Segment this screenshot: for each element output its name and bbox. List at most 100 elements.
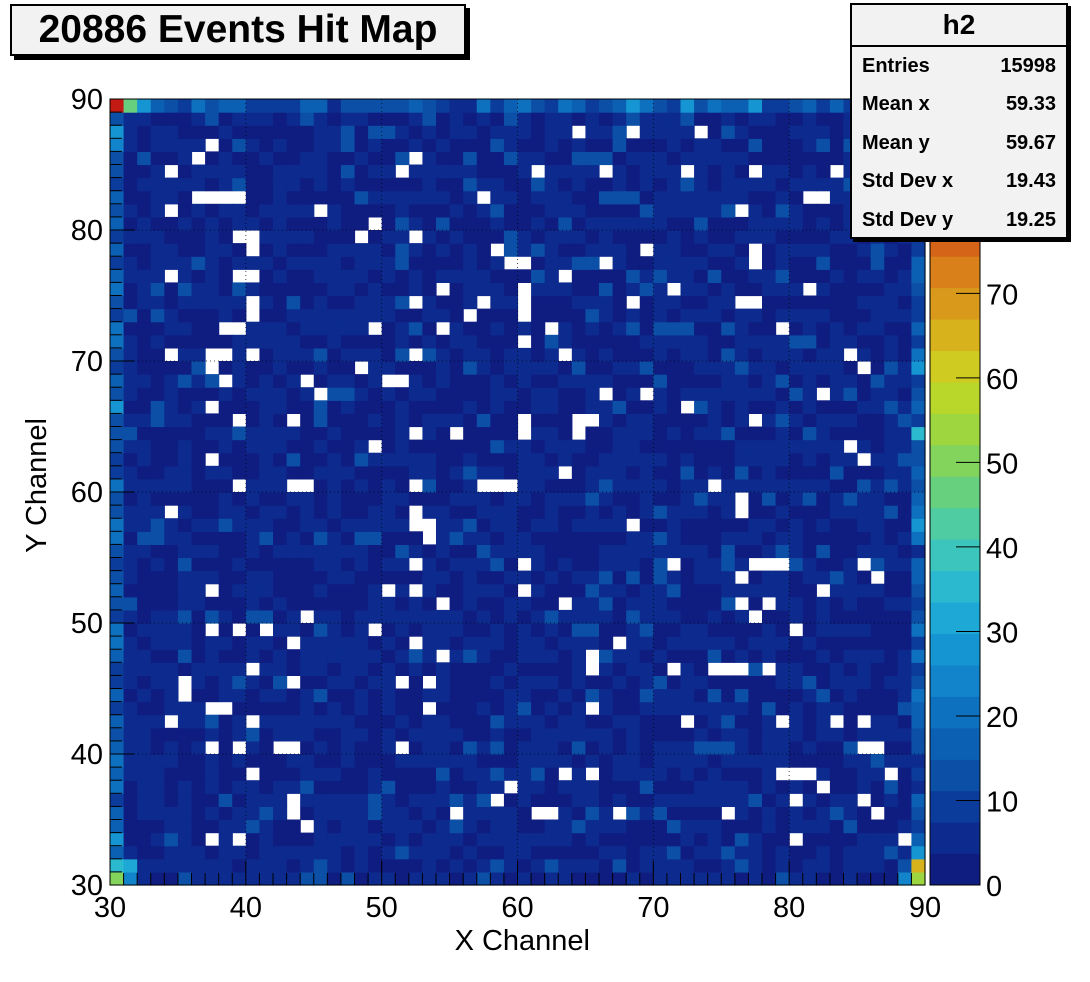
heatmap-cell [422,609,437,624]
heatmap-cell [517,387,532,401]
heatmap-cell [137,387,152,401]
heatmap-cell [245,845,261,860]
heatmap-cell [721,334,736,349]
heatmap-cell [680,557,695,572]
heatmap-cell [191,216,206,231]
heatmap-cell [327,806,342,821]
heatmap-cell [829,701,845,716]
heatmap-cell [843,858,858,873]
heatmap-cell [544,295,559,310]
heatmap-cell [721,230,736,244]
heatmap-cell [110,871,125,886]
heatmap-cell [476,203,491,218]
heatmap-cell [137,871,152,886]
heatmap-cell [531,374,546,388]
heatmap-cell [313,636,328,650]
heatmap-cell [503,505,519,519]
heatmap-cell [354,99,369,113]
heatmap-cell [612,439,627,454]
heatmap-cell [259,583,274,598]
heatmap-cell [449,295,464,310]
heatmap-cell [436,858,451,873]
heatmap-cell [585,623,600,637]
heatmap-cell [775,452,790,467]
heatmap-cell [870,767,885,781]
heatmap-cell [164,465,179,480]
heatmap-cell [870,714,885,729]
heatmap-cell [191,596,206,611]
heatmap-cell [734,387,750,401]
heatmap-cell [476,413,491,428]
heatmap-cell [436,400,451,414]
heatmap-cell [205,505,220,519]
heatmap-cell [843,334,858,349]
heatmap-cell [911,505,926,519]
heatmap-cell [680,583,695,598]
heatmap-cell [245,452,261,467]
heatmap-cell [137,623,152,637]
heatmap-cell [762,636,777,650]
heatmap-cell [762,203,777,218]
heatmap-cell [123,531,138,545]
heatmap-cell [897,413,913,428]
heatmap-cell [503,531,519,545]
heatmap-cell [232,701,247,716]
heatmap-cell [150,544,165,559]
heatmap-cell [137,557,152,572]
heatmap-cell [653,623,668,637]
heatmap-cell [870,413,885,428]
heatmap-cell [273,714,288,729]
heatmap-cell [707,125,722,139]
heatmap-cell [300,583,315,598]
heatmap-cell [368,832,383,847]
heatmap-cell [259,164,274,179]
heatmap-cell [884,413,899,428]
heatmap-cell [286,465,301,480]
heatmap-cell [232,151,247,166]
heatmap-cell [232,256,247,270]
heatmap-cell [123,439,138,454]
heatmap-cell [897,570,913,585]
heatmap-cell [300,623,315,637]
heatmap-cell [829,138,845,152]
heatmap-cell [395,701,410,716]
heatmap-cell [585,832,600,847]
heatmap-cell [368,505,383,519]
heatmap-cell [680,347,695,362]
heatmap-cell [870,531,885,545]
y-tick-label: 60 [71,477,103,509]
heatmap-cell [463,714,478,729]
heatmap-cell [626,387,641,401]
heatmap-cell [734,465,750,480]
heatmap-cell [436,190,451,205]
heatmap-cell [408,452,424,467]
heatmap-cell [463,452,478,467]
heatmap-cell [191,806,206,821]
heatmap-cell [340,701,356,716]
heatmap-cell [707,727,722,742]
heatmap-cell [503,596,519,611]
heatmap-cell [381,754,396,768]
heatmap-cell [232,727,247,742]
heatmap-cell [313,256,328,270]
heatmap-cell [721,675,736,690]
heatmap-cell [218,439,233,454]
heatmap-cell [436,334,451,349]
heatmap-cell [218,740,233,755]
heatmap-cell [177,505,193,519]
heatmap-cell [707,282,722,297]
heatmap-cell [490,216,505,231]
heatmap-cell [449,99,464,113]
heatmap-cell [639,282,654,297]
heatmap-cell [313,806,328,821]
heatmap-cell [218,727,233,742]
heatmap-cell [449,701,464,716]
heatmap-cell [368,845,383,860]
heatmap-cell [829,832,845,847]
heatmap-cell [666,321,682,336]
heatmap-cell [463,662,478,676]
heatmap-cell [422,400,437,414]
heatmap-cell [259,439,274,454]
heatmap-cell [123,636,138,650]
